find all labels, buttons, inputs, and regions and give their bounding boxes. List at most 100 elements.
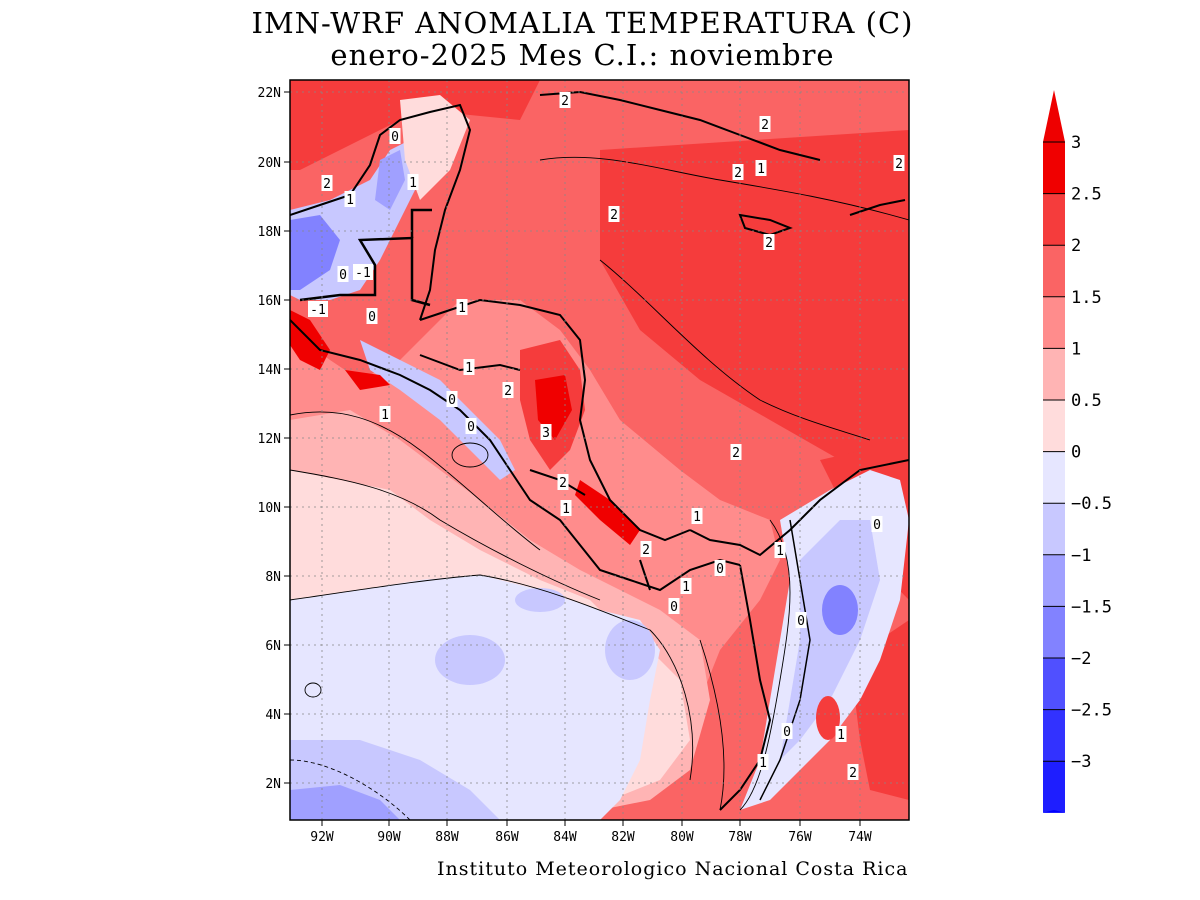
- contour-label: 1: [346, 193, 354, 208]
- contour-pacific-loop: [451, 442, 489, 468]
- contour-label: 0: [339, 268, 347, 283]
- colorbar-tick-label: 1.5: [1071, 288, 1102, 308]
- colorbar-swatch: [1043, 658, 1065, 710]
- contour-label-bg: [456, 299, 468, 315]
- colorbar-swatch: [1043, 400, 1065, 452]
- colorbar-tick-label: 0.5: [1071, 391, 1102, 411]
- lon-tick-label: 82W: [611, 830, 635, 845]
- colorbar-tick-label: −3: [1071, 752, 1091, 772]
- contours: [290, 156, 909, 820]
- contour-label: 2: [849, 766, 857, 781]
- contour-label-bg: [502, 382, 514, 398]
- contour-label: 2: [765, 236, 773, 251]
- contour-label-bg: [308, 301, 328, 317]
- contour-label: 2: [323, 177, 331, 192]
- contour-label: 1: [776, 544, 784, 559]
- field-cool-campeche: [375, 150, 405, 210]
- contour-label: 1: [837, 728, 845, 743]
- border-honduras: [419, 354, 521, 372]
- lat-tick-label: 14N: [258, 363, 281, 378]
- field-warm-ne: [600, 130, 909, 470]
- contour-label-bg: [389, 128, 401, 144]
- contour-label-bg: [640, 541, 652, 557]
- contour-label: 2: [610, 208, 618, 223]
- contour-0b: [290, 469, 601, 601]
- latitude-axis: 22N 20N 18N 16N 14N 12N 10N 8N 6N 4N 2N: [258, 86, 290, 792]
- lon-tick-label: 90W: [377, 830, 401, 845]
- contour-label: 2: [732, 446, 740, 461]
- colorbar-swatch: [1043, 193, 1065, 246]
- contour-label-bg: [353, 264, 373, 280]
- lat-tick-label: 8N: [265, 570, 281, 585]
- lat-tick-label: 10N: [258, 501, 281, 516]
- coast-jamaica: [738, 213, 793, 237]
- colorbar-tick-label: −2: [1071, 649, 1091, 669]
- contour-label-bg: [714, 560, 726, 576]
- contour-label-bg: [337, 266, 349, 282]
- contour-label-bg: [463, 359, 475, 375]
- contour-label-bg: [847, 764, 859, 780]
- contour-label-bg: [757, 754, 769, 770]
- field-cool-patch-3: [515, 588, 565, 612]
- coast-caribbean-ca: [419, 298, 691, 542]
- contour-label: 1: [562, 502, 570, 517]
- lat-tick-label: 20N: [258, 156, 281, 171]
- contour-label: 2: [734, 166, 742, 181]
- contour-label-bg: [774, 542, 786, 558]
- border-cr-panama: [639, 559, 651, 591]
- contour-label: 0: [467, 420, 475, 435]
- colorbar-swatch: [1043, 761, 1065, 813]
- contour-label: 3: [542, 426, 550, 441]
- colorbar-swatch: [1043, 503, 1065, 555]
- colorbar-swatch: [1043, 451, 1065, 504]
- lon-tick-label: 76W: [788, 830, 812, 845]
- map-title: IMN-WRF ANOMALIA TEMPERATURA (C): [251, 6, 914, 40]
- colorbar-swatch: [1043, 348, 1065, 400]
- field-cold-chiapas: [290, 215, 340, 290]
- contour-label-bg: [608, 206, 620, 222]
- colorbar: 3 2.5 2 1.5 1 0.5 0 −0.5 −1 −1.5 −2 −2.5 −3: [1043, 90, 1112, 813]
- colorbar-swatch: [1043, 554, 1065, 607]
- contour-label-bg: [691, 508, 703, 524]
- colorbar-tick-label: 2: [1071, 236, 1081, 256]
- coast-pacific-ca: [290, 319, 741, 592]
- contour-label: 1: [458, 301, 466, 316]
- field-warm-nw: [290, 80, 540, 170]
- lon-tick-label: 74W: [848, 830, 872, 845]
- contour-label-bg: [795, 612, 807, 628]
- contour-label: 0: [391, 130, 399, 145]
- lon-tick-label: 86W: [495, 830, 519, 845]
- contour-label-bg: [559, 92, 571, 108]
- contour-label: 0: [670, 600, 678, 615]
- contour-label-bg: [557, 474, 569, 490]
- lon-tick-label: 92W: [310, 830, 334, 845]
- field-cool-patch-2: [605, 620, 655, 680]
- field-colombia-cold: [822, 585, 858, 635]
- contour-colombia: [699, 639, 725, 811]
- contour-label: 1: [682, 580, 690, 595]
- contour-label: 0: [448, 393, 456, 408]
- contour-label-bg: [781, 723, 793, 739]
- field-hot-costa-rica: [575, 480, 640, 545]
- contour-label-bg: [871, 516, 883, 532]
- contour-label-bg: [366, 308, 378, 324]
- contour-label-bg: [407, 174, 419, 190]
- border-guatemala-mexico: [299, 236, 431, 307]
- contour-label: 0: [797, 614, 805, 629]
- lat-tick-label: 6N: [265, 639, 281, 654]
- contour-label-bg: [321, 175, 333, 191]
- contour-label-bg: [446, 391, 458, 407]
- colorbar-tick-label: −1: [1071, 546, 1091, 566]
- lat-tick-label: 18N: [258, 225, 281, 240]
- field-pacific-cold: [290, 785, 400, 820]
- colorbar-tick-label: 2.5: [1071, 185, 1102, 205]
- contour-label: -1: [310, 303, 326, 318]
- contour-label-bg: [730, 444, 742, 460]
- border-belize: [410, 208, 432, 238]
- lat-tick-label: 22N: [258, 86, 281, 101]
- contour-label-bg: [835, 726, 847, 742]
- contour-label-bg: [668, 598, 680, 614]
- contour-label: 2: [761, 118, 769, 133]
